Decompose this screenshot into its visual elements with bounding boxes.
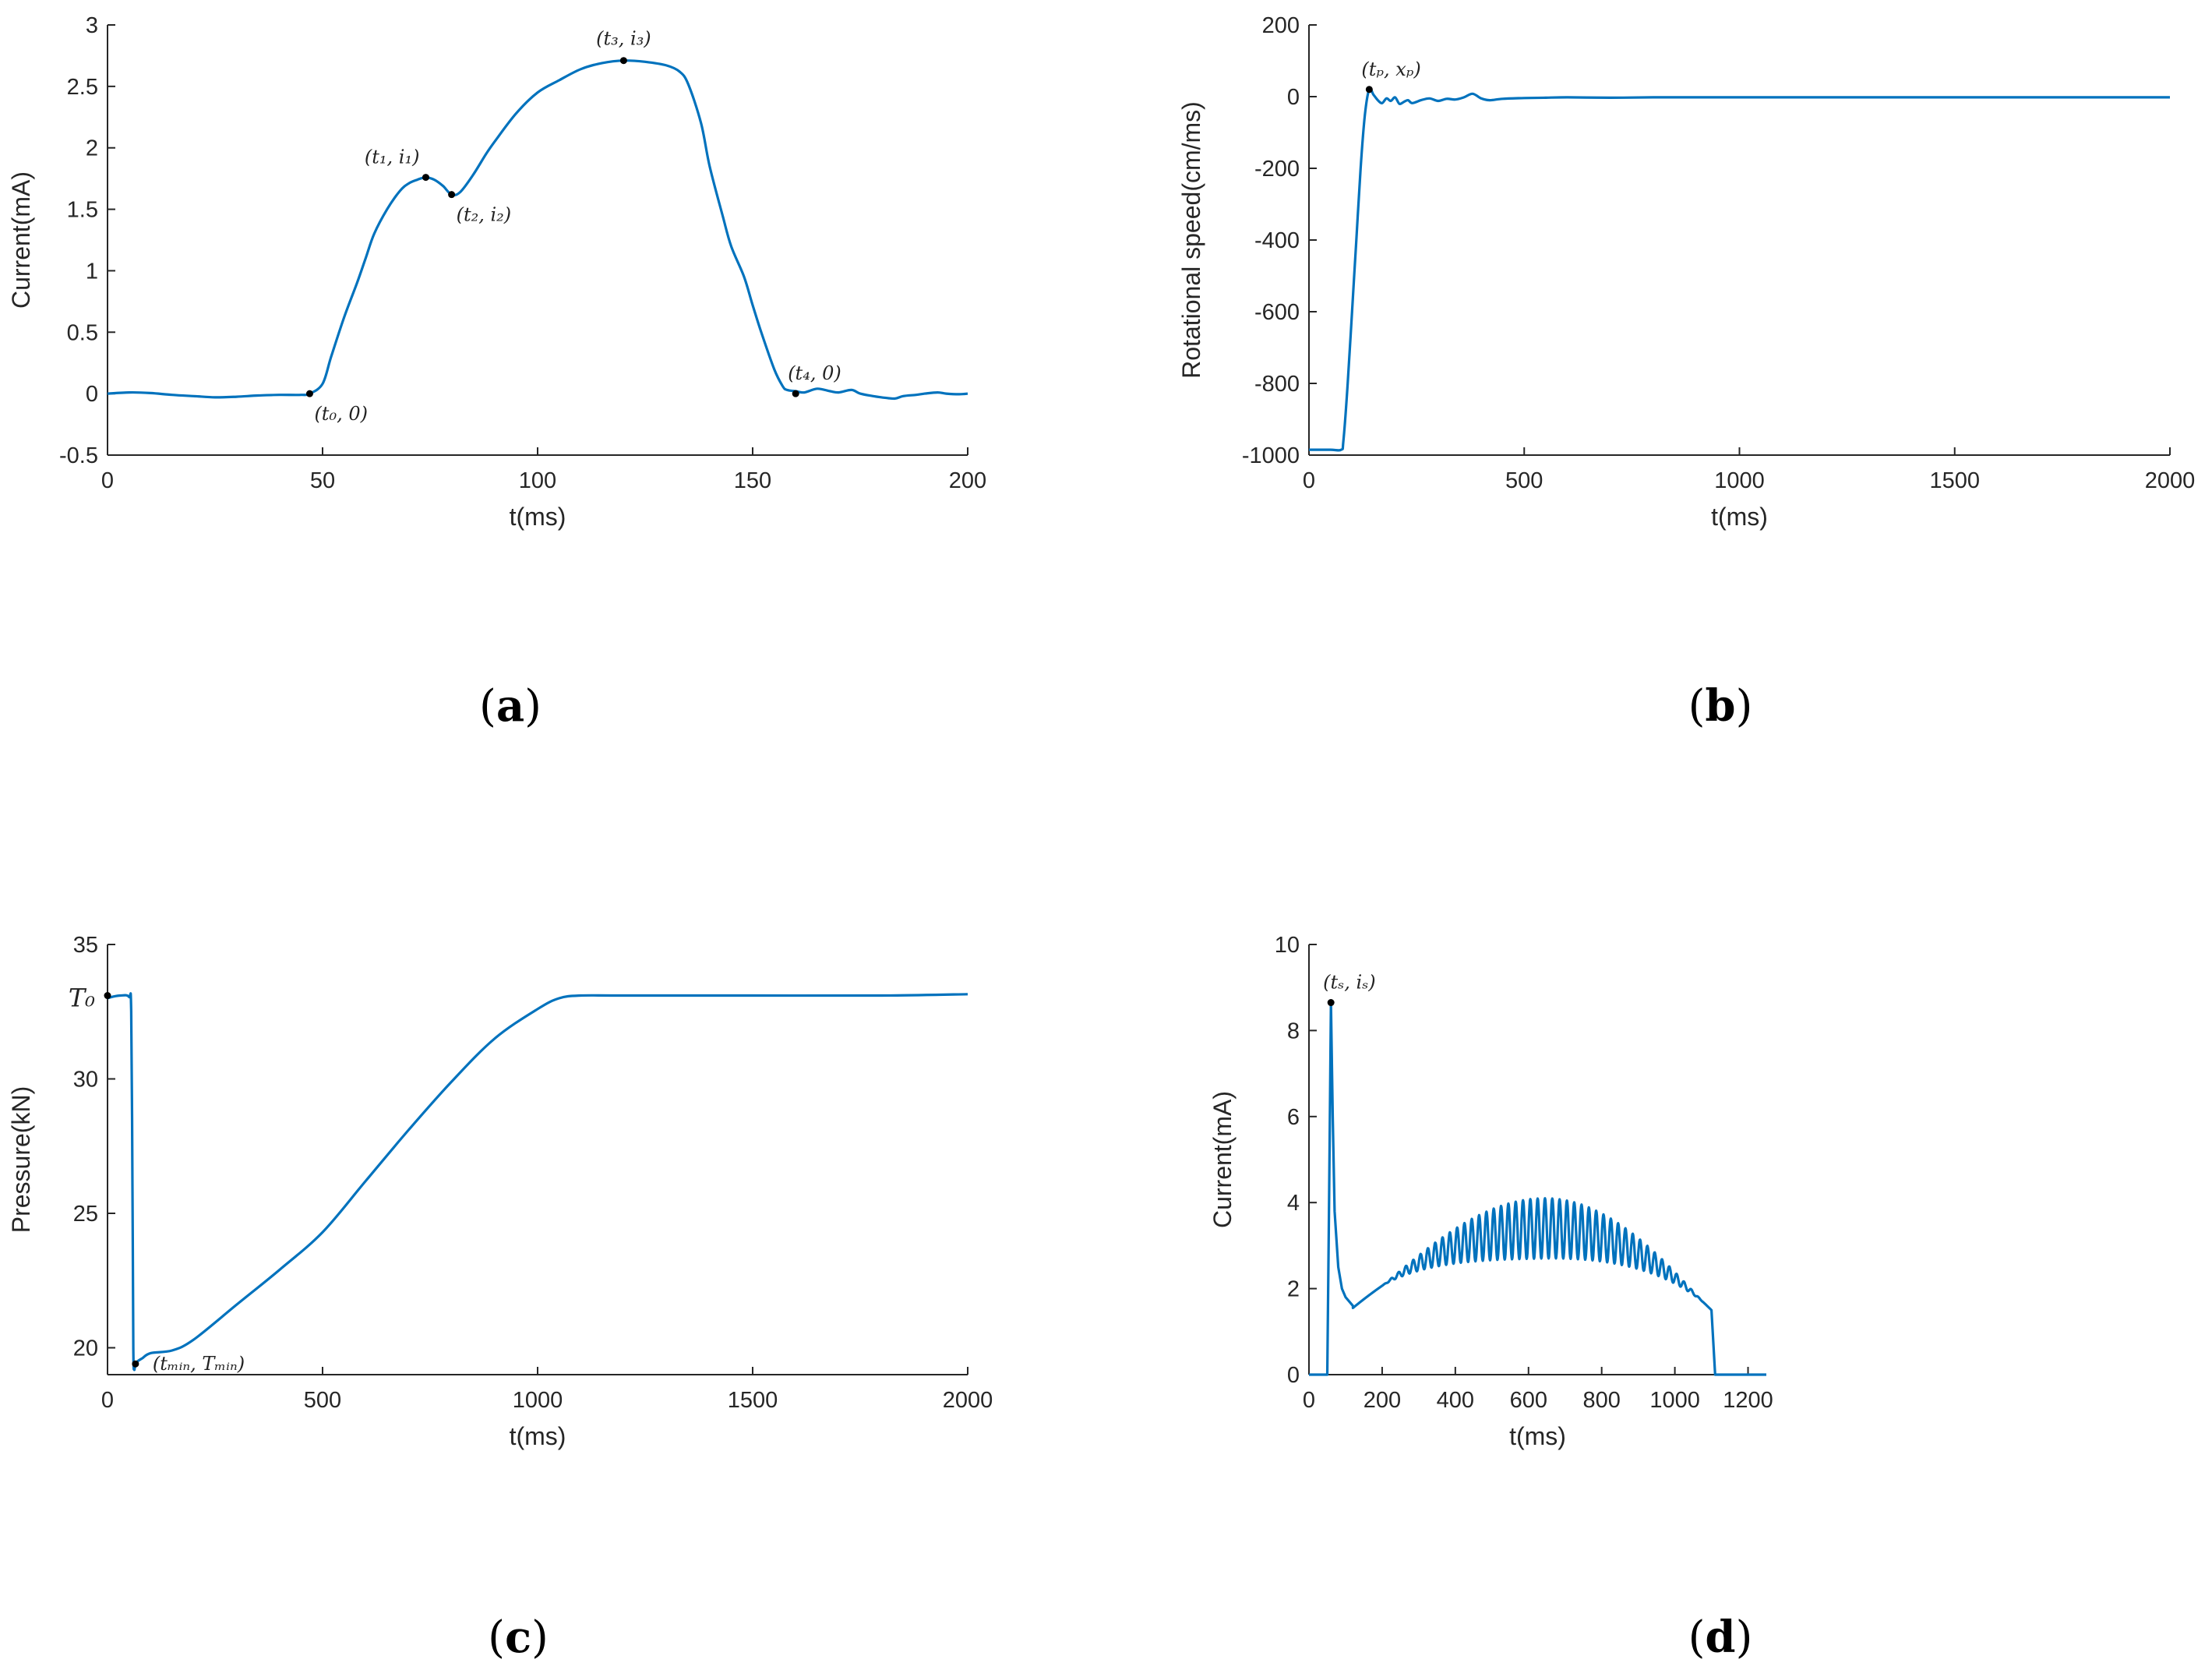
x-axis-label: t(ms) [1509,1422,1566,1450]
x-tick-label: 150 [734,468,771,493]
annotation-point [792,390,799,397]
panel-label-letter: b [1705,680,1735,732]
panel-label-open: ( [488,1612,505,1663]
chart-c: 0 500 1000 1500 2000 20 25 30 35 t(ms) Pressure(kN… [7,933,993,1663]
y-axis-label: Pressure(kN) [7,1086,35,1233]
annotation-point [132,1360,139,1368]
y-tick-label: 25 [73,1202,98,1227]
panel-label: (b) [1688,680,1753,732]
panel-label-close: ) [1736,1612,1753,1663]
x-tick-label: 1000 [1649,1388,1700,1413]
x-tick-label: 1000 [513,1388,563,1413]
series-line-pressure [107,992,968,1372]
y-tick-label: 4 [1287,1191,1300,1216]
annotation-point [1365,86,1373,94]
series-line-current [1309,1001,1766,1376]
y-tick-label: 30 [73,1068,98,1093]
chart-d: 0 200 400 600 800 1000 1200 0 2 4 6 8 10 t(ms) Current… [1208,933,1773,1663]
chart-b: 0 500 1000 1500 2000 -1000 -800 -600 -400 -200 0 20… [1177,13,2195,732]
panel-label-letter: a [496,680,524,732]
y-tick-label: -200 [1254,157,1300,182]
panel-label-close: ) [531,1612,549,1663]
annotation-label: T₀ [69,983,95,1013]
y-axis-label: Current(mA) [1208,1091,1237,1228]
x-tick-label: 600 [1510,1388,1547,1413]
annotation-point [1327,999,1335,1007]
x-tick-label: 200 [949,468,986,493]
y-tick-label: 8 [1287,1019,1300,1043]
panel-label-letter: c [505,1612,531,1663]
y-tick-label: 35 [73,933,98,958]
x-tick-label: 2000 [2145,468,2196,493]
y-tick-label: -600 [1254,300,1300,325]
x-tick-label: 1500 [728,1388,778,1413]
y-tick-label: 0.5 [67,320,98,345]
y-tick-label: 0 [1287,85,1300,110]
x-tick-label: 100 [519,468,556,493]
annotation-point [305,390,313,397]
y-tick-label: -400 [1254,228,1300,253]
panel-label: (d) [1688,1612,1753,1663]
y-tick-label: 10 [1275,933,1300,958]
series-line-current [107,59,968,401]
x-tick-label: 2000 [943,1388,993,1413]
annotation-label: (t₄, 0) [788,362,841,384]
annotation-point [619,57,627,65]
x-tick-label: 50 [310,468,335,493]
y-tick-label: 20 [73,1336,98,1361]
x-tick-label: 1200 [1723,1388,1773,1413]
y-tick-label: 200 [1262,13,1300,38]
panel-label: (c) [488,1612,549,1663]
panel-label-letter: d [1705,1612,1735,1663]
x-tick-label: 500 [304,1388,341,1413]
x-axis-label: t(ms) [510,1422,566,1450]
annotation-label: (t₃, i₃) [596,28,651,50]
panel-label-close: ) [524,681,542,732]
chart-a: 0 50 100 150 200-0.500.511.522.53t(ms)Curren… [7,13,986,732]
annotation-label: (tₘᵢₙ, Tₘᵢₙ) [153,1353,245,1375]
annotation-point [448,191,456,199]
panel-label: (a) [479,680,542,732]
panel-label-open: ( [479,681,496,732]
x-tick-label: 0 [101,1388,114,1413]
x-tick-label: 0 [1303,1388,1315,1413]
y-tick-label: 2.5 [67,75,98,100]
x-axis-label: t(ms) [1711,503,1768,531]
annotation-point [422,174,429,182]
annotation-label: (tₛ, iₛ) [1323,972,1375,994]
x-tick-label: 0 [1303,468,1315,493]
x-axis-label: t(ms) [510,503,566,531]
panel-label-open: ( [1688,1612,1706,1663]
y-tick-label: -1000 [1242,443,1300,468]
y-tick-label: 6 [1287,1105,1300,1130]
y-tick-label: 2 [86,136,98,161]
y-tick-label: -800 [1254,372,1300,397]
panel-label-open: ( [1688,681,1706,732]
annotation-point [104,992,111,1000]
y-axis-label: Rotational speed(cm/ms) [1177,101,1205,379]
x-tick-label: 1500 [1929,468,1980,493]
y-axis-label: Current(mA) [7,171,35,309]
annotation-label: (t₁, i₁) [365,147,420,168]
y-tick-label: 2 [1287,1277,1300,1302]
y-tick-label: -0.5 [59,443,98,468]
y-tick-label: 1.5 [67,198,98,223]
y-tick-label: 0 [86,382,98,407]
annotation-label: (t₀, 0) [314,403,368,425]
series-line-speed [1308,87,2171,452]
x-tick-label: 400 [1437,1388,1474,1413]
panel-label-close: ) [1736,681,1753,732]
x-tick-label: 800 [1582,1388,1620,1413]
annotation-label: (tₚ, xₚ) [1361,58,1420,80]
x-tick-label: 500 [1505,468,1543,493]
x-tick-label: 200 [1364,1388,1401,1413]
y-tick-label: 3 [86,13,98,38]
y-tick-label: 1 [86,259,98,284]
annotation-label: (t₂, i₂) [457,204,512,226]
y-tick-label: 0 [1287,1363,1300,1388]
x-tick-label: 0 [101,468,114,493]
x-tick-label: 1000 [1714,468,1765,493]
